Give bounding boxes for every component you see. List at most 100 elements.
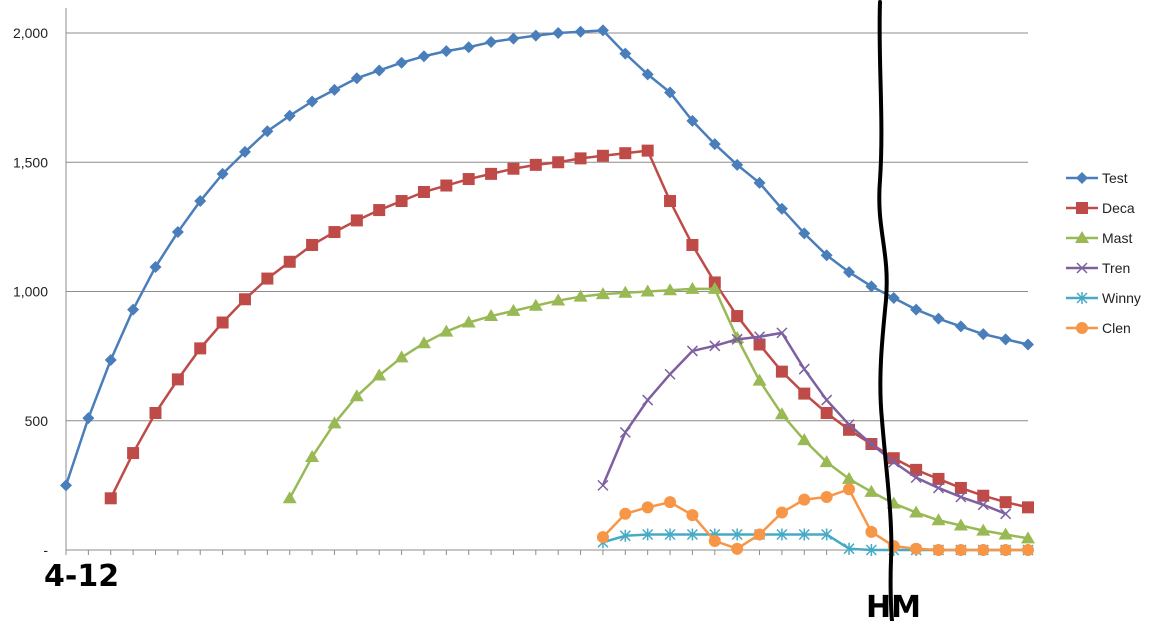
clen-point xyxy=(865,525,878,538)
deca-point xyxy=(596,149,609,162)
deca-point xyxy=(552,156,565,169)
winny-point xyxy=(776,528,788,541)
hm-marker-line xyxy=(877,0,894,621)
test-point xyxy=(664,86,677,99)
clen-point xyxy=(619,507,632,520)
y-tick-label: 1,000 xyxy=(13,284,48,300)
series-tren xyxy=(597,327,1012,520)
series-test xyxy=(60,24,1034,492)
test-point xyxy=(104,354,117,367)
legend-swatch-marker xyxy=(1076,202,1088,214)
test-point xyxy=(283,109,296,122)
series-winny xyxy=(597,528,1034,556)
legend-label: Tren xyxy=(1102,260,1130,276)
gridlines xyxy=(66,32,1028,422)
test-point xyxy=(507,32,520,45)
clen-point xyxy=(731,542,744,555)
tren-line xyxy=(601,331,1007,515)
mast-point xyxy=(506,303,521,316)
clen-point xyxy=(641,501,654,514)
winny-point xyxy=(821,528,833,541)
winny-point xyxy=(731,528,743,541)
deca-point xyxy=(440,179,453,192)
deca-point xyxy=(977,489,990,502)
mast-point xyxy=(774,407,789,420)
mast-point xyxy=(416,336,431,349)
mast-point xyxy=(864,484,879,497)
test-line xyxy=(64,29,1029,486)
series-mast xyxy=(282,281,1035,544)
mast-point xyxy=(305,449,320,462)
tren-point xyxy=(619,426,631,438)
deca-point xyxy=(798,387,811,400)
winny-point xyxy=(686,528,698,541)
deca-point xyxy=(641,144,654,157)
legend-swatch-marker xyxy=(1075,231,1089,243)
mast-point xyxy=(528,298,543,311)
winny-point xyxy=(642,528,654,541)
legend-label: Winny xyxy=(1102,290,1141,306)
series-group xyxy=(60,24,1035,556)
deca-point xyxy=(149,406,162,419)
mast-point xyxy=(953,518,968,531)
deca-point xyxy=(664,195,677,208)
deca-point xyxy=(373,204,386,217)
mast-point xyxy=(752,373,767,386)
mast-point xyxy=(842,471,857,484)
tren-point xyxy=(642,394,654,406)
deca-point xyxy=(127,447,140,460)
mast-point xyxy=(372,368,387,381)
clen-point xyxy=(753,528,766,541)
legend-item-mast: Mast xyxy=(1066,230,1132,246)
mast-point xyxy=(640,284,655,297)
mast-point xyxy=(282,491,297,504)
deca-point xyxy=(507,162,520,175)
test-point xyxy=(373,64,386,77)
tren-point xyxy=(821,394,833,406)
deca-point xyxy=(820,406,833,419)
mast-point xyxy=(484,309,499,322)
deca-point xyxy=(283,255,296,268)
deca-point xyxy=(932,472,945,485)
clen-point xyxy=(798,493,811,506)
winny-point xyxy=(798,528,810,541)
legend-swatch-marker xyxy=(1076,292,1088,304)
test-point xyxy=(977,328,990,341)
test-point xyxy=(485,36,498,49)
test-point xyxy=(910,303,923,316)
legend-item-deca: Deca xyxy=(1066,200,1135,216)
clen-point xyxy=(686,509,699,522)
test-point xyxy=(529,29,542,42)
mast-point xyxy=(551,293,566,306)
mast-point xyxy=(998,527,1013,540)
tren-point xyxy=(709,340,721,352)
hm-annotation: HM xyxy=(866,590,921,621)
deca-point xyxy=(306,238,319,251)
tren-point xyxy=(776,327,788,339)
tren-point xyxy=(977,499,989,511)
test-point xyxy=(261,125,274,138)
deca-point xyxy=(954,481,967,494)
deca-point xyxy=(485,167,498,180)
test-point xyxy=(775,202,788,215)
deca-point xyxy=(395,195,408,208)
tren-point xyxy=(664,368,676,380)
test-point xyxy=(820,249,833,262)
mast-point xyxy=(797,433,812,446)
mast-point xyxy=(1021,531,1035,544)
test-point xyxy=(753,176,766,189)
test-point xyxy=(440,45,453,58)
tren-point xyxy=(1000,508,1012,520)
test-point xyxy=(395,56,408,69)
test-point xyxy=(417,50,430,63)
legend-label: Clen xyxy=(1102,320,1131,336)
winny-point xyxy=(865,544,877,556)
tren-point xyxy=(754,331,766,343)
test-point xyxy=(843,266,856,279)
clen-point xyxy=(664,496,677,509)
tren-point xyxy=(798,363,810,375)
test-point xyxy=(127,303,140,316)
clen-point xyxy=(596,531,609,544)
legend-item-tren: Tren xyxy=(1066,260,1130,276)
tren-point xyxy=(910,472,922,484)
